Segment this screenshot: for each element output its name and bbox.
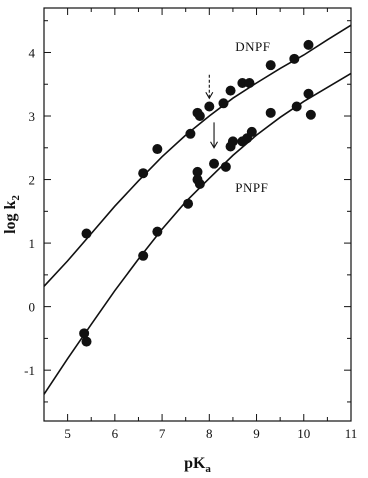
y-axis-title-main: log k bbox=[2, 200, 19, 233]
point-pnpf bbox=[81, 336, 92, 347]
y-axis-title-subscript: 2 bbox=[10, 195, 22, 201]
point-dnpf bbox=[225, 85, 236, 96]
y-tick-label: 3 bbox=[29, 109, 36, 124]
plot-area: 5 6 7 8 9 10 11 -1 0 1 2 3 4 bbox=[24, 7, 358, 441]
point-pnpf bbox=[305, 109, 316, 120]
point-pnpf bbox=[220, 161, 231, 172]
point-pnpf bbox=[291, 101, 302, 112]
x-axis-title-main: pK bbox=[184, 455, 206, 472]
curve-dnpf bbox=[43, 24, 352, 287]
x-tick-label: 9 bbox=[253, 426, 260, 441]
point-dnpf bbox=[138, 168, 149, 179]
point-pnpf bbox=[303, 88, 314, 99]
y-tick-label: 0 bbox=[29, 300, 36, 315]
point-dnpf bbox=[289, 53, 300, 64]
point-pnpf bbox=[265, 107, 276, 118]
point-pnpf bbox=[209, 158, 220, 169]
point-dnpf bbox=[218, 98, 229, 109]
series-label-pnpf: PNPF bbox=[235, 180, 268, 195]
point-dnpf bbox=[185, 128, 196, 139]
x-axis-title-subscript: a bbox=[205, 463, 211, 475]
point-dnpf bbox=[265, 60, 276, 71]
x-tick-label: 7 bbox=[159, 426, 166, 441]
point-pnpf bbox=[138, 250, 149, 261]
x-tick-label: 8 bbox=[206, 426, 213, 441]
arrow-head-2 bbox=[210, 141, 219, 149]
y-tick-label: 4 bbox=[29, 45, 36, 60]
point-pnpf bbox=[183, 198, 194, 209]
x-tick-label: 11 bbox=[345, 426, 358, 441]
point-dnpf bbox=[81, 228, 92, 239]
point-dnpf bbox=[152, 144, 163, 155]
point-dnpf bbox=[244, 77, 255, 88]
y-axis-title: log k2 bbox=[2, 195, 22, 234]
y-tick-label: -1 bbox=[24, 363, 35, 378]
point-pnpf bbox=[194, 179, 205, 190]
series-label-dnpf: DNPF bbox=[235, 39, 270, 54]
point-pnpf bbox=[192, 166, 203, 177]
plot-frame bbox=[43, 7, 352, 422]
point-pnpf bbox=[246, 126, 257, 137]
x-tick-label: 6 bbox=[112, 426, 119, 441]
point-pnpf bbox=[79, 328, 90, 339]
x-tick-label: 10 bbox=[297, 426, 310, 441]
point-dnpf bbox=[204, 101, 215, 112]
point-dnpf bbox=[194, 111, 205, 122]
y-tick-label: 2 bbox=[29, 173, 36, 188]
x-tick-label: 5 bbox=[64, 426, 71, 441]
point-dnpf bbox=[237, 77, 248, 88]
point-dnpf bbox=[303, 39, 314, 50]
point-pnpf bbox=[152, 226, 163, 237]
x-axis-title: pKa bbox=[184, 455, 211, 475]
point-pnpf bbox=[227, 136, 238, 147]
y-tick-label: 1 bbox=[29, 236, 36, 251]
arrow-head-1 bbox=[205, 91, 214, 100]
